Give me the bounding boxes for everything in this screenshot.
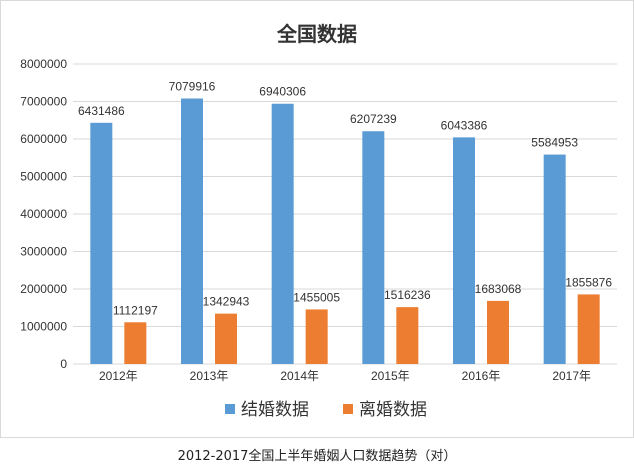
bar-divorce bbox=[215, 313, 237, 364]
bar-divorce bbox=[487, 300, 509, 364]
x-tick-label: 2016年 bbox=[462, 369, 501, 383]
x-tick-label: 2013年 bbox=[190, 369, 229, 383]
data-label: 1112197 bbox=[113, 303, 158, 317]
y-axis: 0 1000000 2000000 3000000 4000000 5000000 6000… bbox=[20, 57, 67, 371]
x-tick-label: 2015年 bbox=[371, 369, 410, 383]
bar-marriage bbox=[362, 131, 385, 364]
bar-marriage bbox=[90, 122, 113, 364]
y-tick-label: 6000000 bbox=[20, 132, 67, 146]
bar-divorce bbox=[577, 294, 600, 364]
bar-divorce bbox=[396, 307, 419, 364]
data-label: 7079916 bbox=[169, 80, 216, 94]
data-label: 6431486 bbox=[78, 104, 125, 118]
y-tick-label: 5000000 bbox=[20, 170, 67, 184]
y-tick-label: 8000000 bbox=[20, 57, 67, 71]
y-tick-label: 1000000 bbox=[20, 320, 67, 334]
chart-title: 全国数据 bbox=[276, 22, 357, 46]
y-tick-label: 4000000 bbox=[20, 207, 67, 221]
bar-marriage bbox=[181, 98, 203, 365]
data-label: 6043386 bbox=[441, 118, 488, 132]
data-label: 1516236 bbox=[384, 288, 431, 302]
legend-label: 结婚数据 bbox=[241, 400, 309, 419]
legend-swatch bbox=[225, 404, 235, 414]
y-tick-label: 7000000 bbox=[20, 95, 67, 109]
x-axis: 2012年 2013年 2014年 2015年 2016年 2017年 bbox=[99, 369, 591, 383]
y-tick-label: 2000000 bbox=[20, 282, 67, 296]
x-tick-label: 2017年 bbox=[552, 369, 591, 383]
legend-swatch bbox=[343, 404, 353, 414]
bar-marriage bbox=[271, 103, 294, 364]
data-label: 6940306 bbox=[259, 85, 306, 99]
x-tick-label: 2012年 bbox=[99, 369, 138, 383]
legend-label: 离婚数据 bbox=[359, 400, 427, 419]
data-label: 5584953 bbox=[531, 136, 578, 150]
data-label: 1855876 bbox=[565, 275, 612, 289]
bar-divorce bbox=[124, 322, 147, 364]
bars-group: 6431486 1112197 7079916 1342943 6940306 14550… bbox=[78, 80, 612, 365]
bar-marriage bbox=[453, 137, 475, 364]
x-tick-label: 2014年 bbox=[280, 369, 319, 383]
bar-marriage bbox=[543, 154, 566, 364]
bar-divorce bbox=[305, 309, 328, 364]
figure-caption: 2012-2017全国上半年婚姻人口数据趋势（对） bbox=[177, 449, 457, 464]
legend: 结婚数据 离婚数据 bbox=[225, 400, 427, 419]
data-label: 6207239 bbox=[350, 112, 397, 126]
data-label: 1342943 bbox=[203, 295, 250, 309]
data-label: 1455005 bbox=[293, 290, 340, 304]
y-tick-label: 0 bbox=[60, 357, 67, 371]
grid-lines bbox=[73, 63, 617, 365]
chart-frame: 全国数据 0 1000000 2000000 3000000 4000000 500000… bbox=[0, 0, 634, 438]
bar-chart: 全国数据 0 1000000 2000000 3000000 4000000 500000… bbox=[20, 22, 617, 419]
data-label: 1683068 bbox=[475, 282, 522, 296]
y-tick-label: 3000000 bbox=[20, 245, 67, 259]
